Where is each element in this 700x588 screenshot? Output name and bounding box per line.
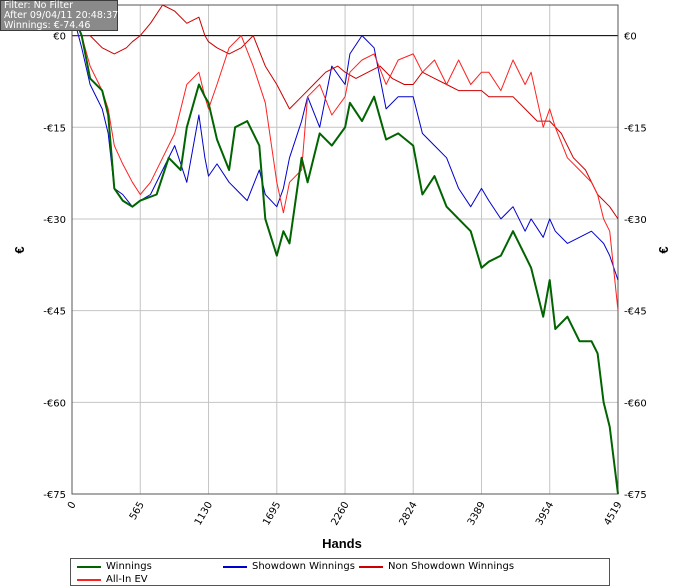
legend-swatch-winnings — [77, 565, 101, 568]
y-tick-label-right: €0 — [624, 32, 637, 43]
y-tick-label-left: -€60 — [43, 398, 66, 409]
legend: Winnings All-In EV Showdown Winnings Non… — [70, 558, 610, 586]
x-tick-label: 2824 — [398, 500, 420, 528]
y-tick-label-left: -€75 — [43, 490, 66, 501]
y-tick-label-right: -€45 — [624, 307, 647, 318]
x-axis-label: Hands — [322, 536, 362, 551]
y-tick-label-left: -€30 — [43, 215, 66, 226]
y-tick-label-left: -€15 — [43, 123, 66, 134]
series-lines — [71, 4, 619, 495]
series-line-winnings — [71, 10, 619, 495]
series-line-non-showdown-winnings — [72, 4, 619, 220]
legend-item-showdown-winnings: Showdown Winnings — [223, 561, 355, 572]
x-tick-label: 1695 — [261, 500, 283, 528]
x-tick-label: 3954 — [534, 500, 556, 528]
vertical-gridlines — [71, 5, 619, 494]
legend-swatch-showdown-winnings — [223, 565, 247, 568]
y-axis-label-left: € — [12, 246, 27, 253]
y-tick-labels-left: €0 -€15 -€30 -€45 -€60 -€75 — [43, 32, 66, 501]
legend-item-winnings: Winnings — [77, 561, 152, 572]
y-tick-label-right: -€60 — [624, 398, 647, 409]
legend-label-winnings: Winnings — [106, 561, 152, 572]
x-tick-label: 1130 — [193, 500, 215, 528]
x-tick-label: 4519 — [602, 500, 624, 528]
x-tick-label: 2260 — [329, 500, 351, 528]
x-tick-label: 3389 — [466, 500, 488, 528]
legend-label-all-in-ev: All-In EV — [106, 574, 148, 585]
after-date-text: After 09/04/11 20:48:37 — [4, 10, 119, 21]
legend-swatch-all-in-ev — [77, 578, 101, 581]
legend-swatch-non-showdown-winnings — [359, 565, 383, 568]
y-tick-label-left: -€45 — [43, 307, 66, 318]
legend-label-showdown-winnings: Showdown Winnings — [252, 561, 355, 572]
y-axis-label-right: € — [656, 246, 671, 253]
legend-item-non-showdown-winnings: Non Showdown Winnings — [359, 561, 514, 572]
x-tick-labels: 0 565 1130 1695 2260 2824 3389 3954 4519 — [66, 500, 625, 528]
series-line-showdown-winnings — [71, 10, 619, 281]
y-tick-label-right: -€15 — [624, 123, 647, 134]
y-tick-label-left: €0 — [53, 32, 66, 43]
y-tick-label-right: -€75 — [624, 490, 647, 501]
legend-label-non-showdown-winnings: Non Showdown Winnings — [388, 561, 515, 572]
y-tick-labels-right: €0 -€15 -€30 -€45 -€60 -€75 — [624, 32, 647, 501]
filter-text: Filter: No Filter — [4, 0, 74, 11]
series-line-all-in-ev — [71, 10, 619, 311]
x-tick-label: 0 — [66, 500, 79, 511]
legend-item-all-in-ev: All-In EV — [77, 574, 148, 585]
x-tick-label: 565 — [128, 500, 147, 522]
y-tick-label-right: -€30 — [624, 215, 647, 226]
winnings-text: Winnings: €-74.46 — [4, 20, 91, 31]
filter-info-box: Filter: No Filter After 09/04/11 20:48:3… — [0, 0, 118, 31]
plot-frame — [71, 4, 619, 495]
